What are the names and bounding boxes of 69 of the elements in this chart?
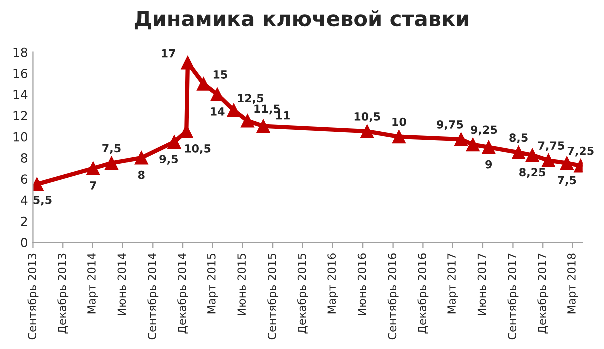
data-label: 7,5 xyxy=(102,144,121,154)
point xyxy=(240,114,255,128)
data-label: 8,25 xyxy=(520,168,546,178)
point xyxy=(210,88,224,102)
point xyxy=(168,135,182,149)
point xyxy=(560,156,574,170)
y-tick-label: 8 xyxy=(21,153,28,163)
point xyxy=(454,132,468,146)
data-label: 7,5 xyxy=(558,176,576,186)
y-tick-label: 2 xyxy=(21,216,28,226)
point xyxy=(256,120,270,134)
point xyxy=(196,77,210,91)
data-label: 17 xyxy=(162,50,176,58)
data-label: 5,5 xyxy=(34,196,52,206)
data-label: 8,5 xyxy=(510,134,528,144)
point xyxy=(466,138,480,152)
data-label: 8 xyxy=(138,170,145,180)
data-label: 7,25 xyxy=(568,146,594,157)
point xyxy=(542,154,556,168)
x-tick-label: Сентябрь 2017 xyxy=(508,254,519,340)
x-tick-label: Декабрь 2015 xyxy=(297,254,308,334)
data-label: 14 xyxy=(211,108,225,116)
x-tick-label: Сентябрь 2016 xyxy=(388,254,399,340)
y-tick-label: 16 xyxy=(14,68,28,78)
y-tick-label: 10 xyxy=(14,132,28,142)
point xyxy=(86,162,100,176)
x-tick-label: Март 2017 xyxy=(448,254,458,314)
point xyxy=(104,156,119,170)
x-tick-label: Сентябрь 2015 xyxy=(268,254,279,340)
data-label: 10 xyxy=(392,118,406,126)
data-label: 9 xyxy=(486,160,492,169)
y-tick-label: 0 xyxy=(21,238,28,248)
x-tick-label: Декабрь 2016 xyxy=(418,254,429,334)
x-tick-label: Июнь 2015 xyxy=(238,254,246,316)
x-tick-label: Март 2014 xyxy=(88,254,98,314)
x-tick-label: Март 2016 xyxy=(328,254,338,314)
data-label: 7,75 xyxy=(538,142,564,152)
point xyxy=(134,151,148,165)
data-label: 10,5 xyxy=(354,112,380,122)
x-tick-label: Июнь 2014 xyxy=(118,254,126,316)
data-label: 15 xyxy=(214,70,228,79)
x-tick-label: Март 2015 xyxy=(207,254,218,314)
point xyxy=(526,148,540,162)
point xyxy=(181,56,195,70)
x-tick-label: Июнь 2017 xyxy=(478,254,486,316)
data-label: 10,5 xyxy=(185,144,211,154)
point xyxy=(512,146,526,160)
x-tick-label: Сентябрь 2013 xyxy=(28,254,39,340)
y-tick-label: 6 xyxy=(21,174,28,184)
point xyxy=(482,140,496,154)
y-tick-label: 14 xyxy=(14,90,28,100)
point xyxy=(227,104,241,118)
data-label: 12,5 xyxy=(238,94,264,104)
data-label: 7 xyxy=(90,182,96,190)
data-label: 9,75 xyxy=(437,120,464,130)
y-tick-label: 12 xyxy=(14,111,28,120)
y-tick-label: 18 xyxy=(14,48,28,58)
x-tick-label: Декабрь 2013 xyxy=(58,254,69,334)
x-tick-label: Сентябрь 2014 xyxy=(148,254,159,340)
y-tick-label: 4 xyxy=(21,196,28,206)
x-tick-label: Март 2018 xyxy=(567,254,578,314)
x-tick-label: Декабрь 2017 xyxy=(538,254,549,334)
chart-title: Динамика ключевой ставки xyxy=(134,10,469,30)
x-tick-label: Июнь 2016 xyxy=(358,254,366,316)
point xyxy=(360,124,374,138)
data-label: 9,5 xyxy=(160,155,178,165)
point xyxy=(392,130,406,144)
data-label: 9,25 xyxy=(471,126,498,136)
x-tick-label: Декабрь 2014 xyxy=(178,254,189,334)
